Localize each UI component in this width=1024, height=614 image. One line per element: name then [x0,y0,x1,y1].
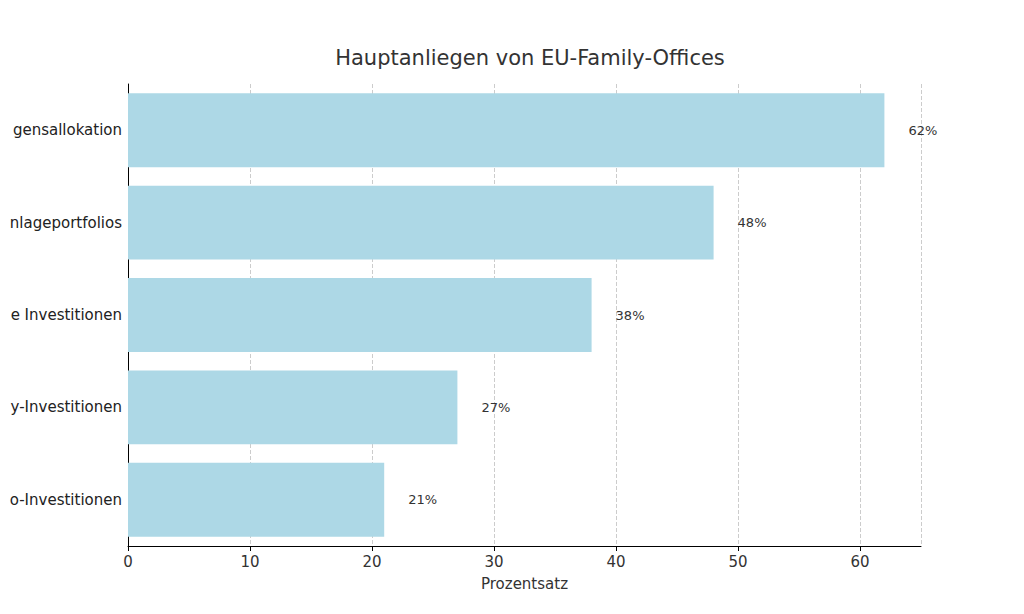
svg-text:40: 40 [606,553,625,571]
svg-text:48%: 48% [738,215,767,230]
svg-text:60: 60 [850,553,869,571]
svg-text:50: 50 [728,553,747,571]
svg-text:e Investitionen: e Investitionen [11,306,122,324]
svg-text:o-Investitionen: o-Investitionen [10,491,122,509]
svg-text:nlageportfolios: nlageportfolios [10,214,122,232]
svg-text:38%: 38% [616,308,645,323]
svg-text:10: 10 [240,553,259,571]
svg-text:y-Investitionen: y-Investitionen [11,398,122,416]
svg-text:0: 0 [123,553,133,571]
svg-text:20: 20 [362,553,381,571]
svg-text:62%: 62% [908,123,937,138]
svg-text:21%: 21% [408,492,437,507]
svg-text:27%: 27% [481,400,510,415]
svg-text:Hauptanliegen von EU-Family-Of: Hauptanliegen von EU-Family-Offices [335,46,725,70]
svg-text:gensallokation: gensallokation [13,121,122,139]
svg-text:30: 30 [484,553,503,571]
svg-text:Prozentsatz: Prozentsatz [481,575,568,593]
